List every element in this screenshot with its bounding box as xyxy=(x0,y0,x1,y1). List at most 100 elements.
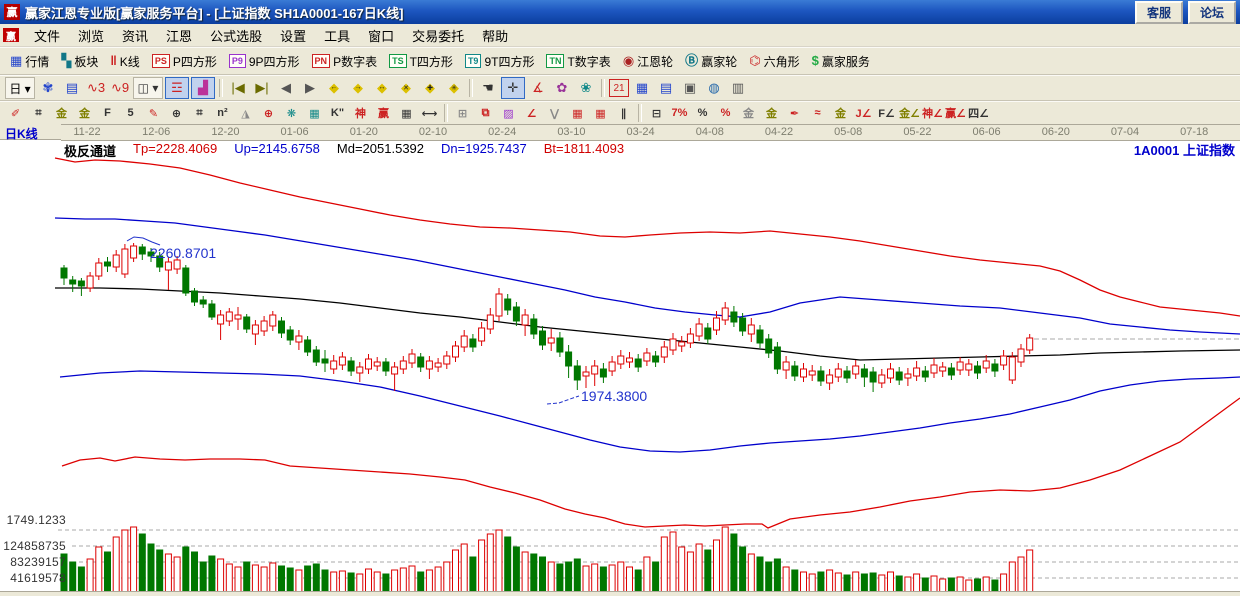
toolbar-button-sectors[interactable]: ▚ 板块 xyxy=(55,52,104,71)
first-bar-icon[interactable]: |◀ xyxy=(231,80,245,95)
menu-item-7[interactable]: 窗口 xyxy=(368,28,395,44)
percent-tool[interactable]: % xyxy=(697,107,708,119)
toolbar-button-gann-wheel[interactable]: ◉ 江恩轮 xyxy=(617,52,679,71)
next-bar-icon[interactable]: ▶ xyxy=(305,80,315,95)
angle-lines[interactable]: ∠ xyxy=(526,107,537,120)
box-tool[interactable]: ⊞ xyxy=(457,107,468,120)
parallel-lines[interactable]: ∥ xyxy=(620,107,627,120)
wave-3-icon[interactable]: ∿3 xyxy=(86,80,106,95)
ruler-list[interactable]: ⊟ xyxy=(651,107,662,120)
gold-line[interactable]: 金 xyxy=(766,108,777,120)
toolbar-button-kline[interactable]: ‖ K线 xyxy=(104,52,145,71)
teal-tool-icon[interactable]: ❀ xyxy=(580,80,592,95)
purple-tool-icon[interactable]: ✿ xyxy=(556,80,568,95)
candle-body xyxy=(773,346,781,370)
menu-item-9[interactable]: 帮助 xyxy=(482,28,509,44)
angle-tool-icon[interactable]: ∡ xyxy=(532,80,544,95)
win-ruler[interactable]: 赢 xyxy=(378,108,389,120)
gold-angle[interactable]: 金∠ xyxy=(899,108,920,120)
seven-percent[interactable]: 7% xyxy=(671,107,688,119)
f-angle[interactable]: F∠ xyxy=(878,107,895,120)
toolbar-button-winner-wheel[interactable]: Ⓑ 赢家轮 xyxy=(679,52,743,71)
calculator-icon[interactable]: ▦ xyxy=(635,80,649,95)
toolbar-button-winner-service[interactable]: $ 赢家服务 xyxy=(806,52,876,71)
red-grid-1[interactable]: ▦ xyxy=(572,107,583,120)
diamond-right-icon[interactable]: ◆ → xyxy=(347,78,369,98)
gold-ruler-1[interactable]: 金 xyxy=(56,108,67,120)
grid-target[interactable]: ▦ xyxy=(309,107,320,120)
diamond-all-icon[interactable]: ◆ ✳ xyxy=(443,78,465,98)
spiral-tool[interactable]: 5 xyxy=(127,107,134,119)
crosshair-tool-icon[interactable]: ✛ xyxy=(501,77,525,99)
network-icon[interactable]: ▥ xyxy=(731,80,745,95)
volume-bar xyxy=(669,531,677,593)
last-bar-icon[interactable]: ▶| xyxy=(255,80,269,95)
diamond-cross-icon[interactable]: ◆ ✕ xyxy=(395,78,417,98)
hash-ruler[interactable]: ⌗ xyxy=(196,106,203,119)
toolbar-button-t-square[interactable]: TS T四方形 xyxy=(383,52,459,71)
wave-level[interactable]: ≈ xyxy=(814,107,821,119)
menu-item-1[interactable]: 浏览 xyxy=(78,28,105,44)
fibonacci-ruler[interactable]: F xyxy=(104,107,111,119)
period-dropdown[interactable]: 日 ▾ xyxy=(5,77,35,99)
diamond-plus-icon[interactable]: ◆ ✚ xyxy=(419,78,441,98)
diamond-expand-icon[interactable]: ◆ ↔ xyxy=(371,78,393,98)
formula-icon[interactable]: ✾ xyxy=(42,80,54,95)
customer-service-button[interactable]: 客服 xyxy=(1135,0,1183,24)
menu-item-2[interactable]: 资讯 xyxy=(122,28,149,44)
v-check[interactable]: ⋁ xyxy=(549,107,560,120)
pen-tool[interactable]: ✒ xyxy=(789,107,800,120)
kline-chart[interactable]: 2260.8701 1974.3800 xyxy=(0,124,1240,596)
circle-365[interactable]: ⊕ xyxy=(171,107,182,120)
prev-bar-icon[interactable]: ◀ xyxy=(281,80,291,95)
grid-123[interactable]: ▦ xyxy=(401,107,412,120)
forum-button[interactable]: 论坛 xyxy=(1188,0,1236,24)
shen-angle[interactable]: 神∠ xyxy=(922,108,943,120)
win-angle[interactable]: 赢∠ xyxy=(945,108,966,120)
angle-triangle[interactable]: ◮ xyxy=(241,107,250,120)
toolbar-button-hexagon[interactable]: ⌬ 六角形 xyxy=(743,52,805,71)
menu-item-3[interactable]: 江恩 xyxy=(166,28,193,44)
volume-bar xyxy=(930,575,938,593)
shen-ruler[interactable]: 神 xyxy=(355,108,366,120)
hand-tool-icon[interactable]: ☚ xyxy=(482,80,494,95)
menu-item-0[interactable]: 文件 xyxy=(34,28,61,44)
toolbar-button-9p-square[interactable]: P9 9P四方形 xyxy=(223,52,306,71)
gold-line-2[interactable]: 金 xyxy=(835,108,846,120)
red-grid-2[interactable]: ▦ xyxy=(595,107,606,120)
wave-9-icon[interactable]: ∿9 xyxy=(110,80,130,95)
diamond-left-icon[interactable]: ◆ ← xyxy=(323,78,345,98)
report-icon[interactable]: ▤ xyxy=(65,80,79,95)
export-icon[interactable]: ◍ xyxy=(708,80,720,95)
toolbar-button-p-square[interactable]: PS P四方形 xyxy=(146,52,223,71)
four-angle[interactable]: 四∠ xyxy=(968,108,989,120)
histogram-icon[interactable]: ▟ xyxy=(191,77,215,99)
span-arrow[interactable]: ⟷ xyxy=(421,107,438,120)
fan-lines[interactable]: ⧉ xyxy=(481,106,490,119)
menu-item-5[interactable]: 设置 xyxy=(280,28,307,44)
star-web[interactable]: ❋ xyxy=(286,107,297,120)
toolbar-button-t-table[interactable]: TN T数字表 xyxy=(540,52,616,71)
square-number[interactable]: n² xyxy=(217,107,228,119)
circle-target[interactable]: ⊕ xyxy=(263,107,274,120)
pencil-ruler[interactable]: ✎ xyxy=(148,107,159,120)
notepad-icon[interactable]: ▤ xyxy=(659,80,673,95)
fan-box[interactable]: ▨ xyxy=(503,107,514,120)
marker-tool[interactable]: ✐ xyxy=(10,107,21,120)
j-angle[interactable]: J∠ xyxy=(855,107,872,120)
k-notation[interactable]: K" xyxy=(330,107,345,119)
percent-line[interactable]: % xyxy=(720,107,731,119)
candle-style-dropdown[interactable]: ◫ ▾ xyxy=(133,77,163,99)
toolbar-button-9t-square[interactable]: T9 9T四方形 xyxy=(459,52,541,71)
save-icon[interactable]: ▣ xyxy=(683,80,697,95)
menu-item-4[interactable]: 公式选股 xyxy=(210,28,263,44)
gold-ruler-2[interactable]: 金 xyxy=(79,108,90,120)
calendar-icon[interactable]: 21 xyxy=(609,79,629,97)
toolbar-button-p-table[interactable]: PN P数字表 xyxy=(306,52,384,71)
menu-item-6[interactable]: 工具 xyxy=(324,28,351,44)
ruler-tool[interactable]: ⌗ xyxy=(35,106,42,119)
menu-item-8[interactable]: 交易委托 xyxy=(412,28,465,44)
channel-indicator-icon[interactable]: ☲ xyxy=(165,77,189,99)
toolbar-button-quotes[interactable]: ▦ 行情 xyxy=(4,52,55,71)
gold-circle[interactable]: 金 xyxy=(743,108,754,120)
